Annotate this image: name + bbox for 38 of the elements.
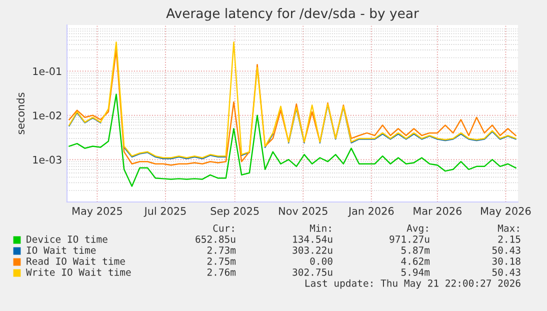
text: 4.62m bbox=[401, 257, 430, 265]
text: 30.18 bbox=[492, 257, 520, 265]
y-tick-label: 1e-01 bbox=[33, 67, 62, 76]
legend-label: Device IO time bbox=[26, 235, 108, 243]
text: 0.00 bbox=[310, 257, 332, 265]
x-tick-label: Nov 2025 bbox=[279, 207, 328, 215]
text: 302.75u bbox=[292, 268, 332, 276]
x-tick-label: May 2026 bbox=[481, 207, 531, 217]
y-axis-title: seconds bbox=[16, 92, 25, 134]
text: Max: bbox=[498, 224, 519, 232]
text: Avg: bbox=[406, 224, 428, 234]
text: Min: bbox=[310, 224, 331, 232]
x-tick-label: May 2025 bbox=[72, 207, 122, 217]
legend-label: Write IO Wait time bbox=[26, 268, 131, 276]
text: 134.54u bbox=[293, 235, 332, 243]
legend-label: Read IO Wait time bbox=[26, 257, 125, 265]
y-tick-label: 1e-03 bbox=[33, 156, 62, 164]
text: 50.43 bbox=[492, 246, 520, 254]
text: 2.15 bbox=[498, 235, 520, 243]
text: 652.85u bbox=[196, 235, 236, 243]
text: 5.87m bbox=[401, 246, 430, 254]
text: 2.76m bbox=[207, 268, 236, 276]
text: Last update: Thu May 21 22:00:27 2026 bbox=[305, 279, 520, 289]
text: 5.94m bbox=[401, 268, 430, 276]
x-tick-label: Mar 2026 bbox=[414, 207, 462, 215]
line-series bbox=[68, 94, 516, 187]
text: 50.43 bbox=[492, 268, 520, 276]
text: 971.27u bbox=[390, 235, 430, 243]
text: 2.73m bbox=[207, 246, 236, 254]
legend-label: IO Wait time bbox=[26, 246, 96, 254]
text: 303.22u bbox=[292, 246, 332, 254]
x-tick-label: Jan 2026 bbox=[348, 207, 394, 217]
x-tick-label: Sep 2025 bbox=[210, 207, 259, 217]
chart-title: Average latency for /dev/sda - by year bbox=[166, 8, 419, 21]
x-tick-label: Jul 2025 bbox=[144, 206, 186, 217]
y-tick-label: 1e-02 bbox=[33, 112, 62, 120]
text: Cur: bbox=[213, 224, 234, 232]
text: 2.75m bbox=[207, 257, 236, 265]
